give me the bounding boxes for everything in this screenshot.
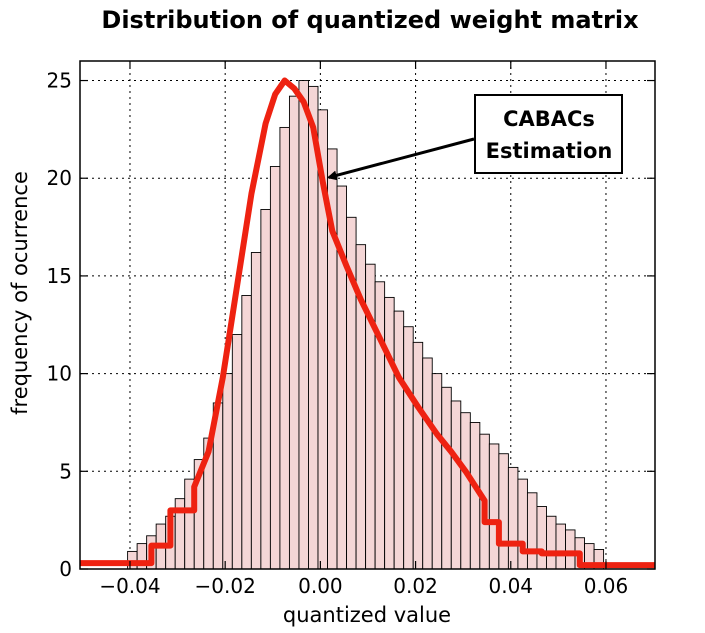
- histogram-bar: [241, 295, 252, 570]
- histogram-bar: [269, 166, 281, 570]
- estimation-line: [80, 77, 655, 569]
- x-tick-label: 0.02: [393, 574, 438, 598]
- x-tick-label: 0.00: [298, 574, 343, 598]
- histogram-bar: [250, 252, 262, 570]
- histogram-bar: [498, 453, 509, 570]
- histogram-bar: [279, 126, 290, 570]
- annotation-arrow: [326, 137, 475, 181]
- y-tick-label: 5: [59, 459, 72, 483]
- histogram-bar: [412, 341, 424, 570]
- x-tick-label: 0.04: [489, 574, 534, 598]
- x-axis-label: quantized value: [283, 603, 451, 627]
- y-tick-label: 25: [47, 69, 72, 93]
- chart-title: Distribution of quantized weight matrix: [101, 6, 639, 34]
- histogram-bar: [384, 296, 395, 570]
- histogram-bar: [546, 515, 557, 570]
- histogram-bar: [431, 373, 443, 570]
- histogram-bar: [526, 492, 538, 570]
- y-tick-label: 15: [47, 264, 72, 288]
- y-tick-label: 0: [59, 557, 72, 581]
- x-tick-label: −0.04: [99, 574, 160, 598]
- histogram-bar: [422, 357, 433, 570]
- y-tick-label: 20: [47, 166, 72, 190]
- y-axis-label: frequency of ocurrence: [8, 171, 32, 415]
- histogram-bar: [288, 95, 300, 570]
- histogram-bar: [555, 523, 566, 570]
- histogram-bar: [460, 412, 471, 570]
- histogram-bar: [298, 80, 309, 570]
- histogram-bar: [517, 478, 528, 570]
- annotation-box: [474, 94, 623, 174]
- histogram-bar: [507, 466, 519, 570]
- histogram-bar: [441, 386, 452, 570]
- histogram-bar: [488, 443, 500, 570]
- y-tick-label: 10: [47, 362, 72, 386]
- histogram-bar: [222, 373, 233, 570]
- histogram-bar: [450, 400, 462, 570]
- histogram-bar: [260, 209, 271, 570]
- histogram-bar: [231, 334, 243, 570]
- x-tick-label: −0.02: [195, 574, 256, 598]
- annotation-line-2: Estimation: [486, 139, 613, 163]
- histogram-bar: [393, 310, 405, 570]
- plot-frame: [79, 60, 656, 570]
- histogram-bar: [536, 506, 547, 570]
- axis-ticks: −0.04 −0.02 0.00 0.02 0.04 0.06 0 5 10 15 20 25: [47, 61, 655, 598]
- x-tick-label: 0.06: [584, 574, 629, 598]
- histogram-bar: [565, 529, 576, 570]
- annotation-line-1: CABACs: [503, 107, 595, 131]
- annotation: CABACs Estimation: [326, 94, 623, 181]
- histogram-bar: [403, 326, 414, 570]
